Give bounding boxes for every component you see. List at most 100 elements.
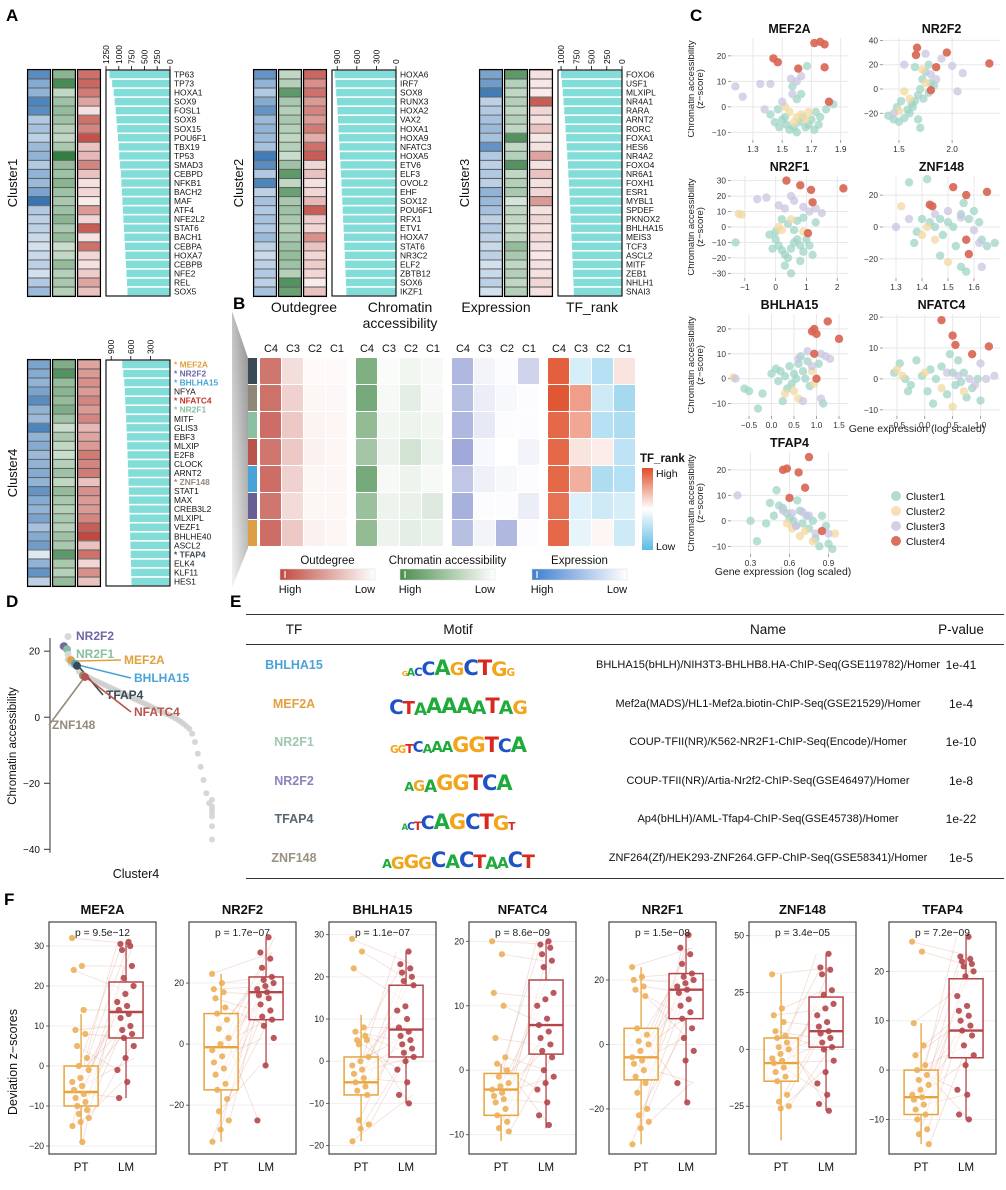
pt-point: [358, 948, 366, 955]
gradient-legend-bar: [399, 568, 496, 581]
heatmap-cell: [253, 178, 277, 188]
panel-c-label: C: [690, 6, 703, 25]
pt-point: [79, 1138, 86, 1146]
heatmap-cell: [77, 196, 101, 206]
scatter-point: [962, 190, 971, 200]
heatmap-cell: [77, 459, 101, 469]
scatter-point: [796, 181, 805, 190]
scatter-point: [760, 105, 769, 114]
lm-point: [967, 955, 974, 963]
heatmap-cell: [529, 241, 553, 251]
y-tick: 0: [873, 222, 878, 232]
heatmap-cell: [77, 423, 101, 433]
heatmap-cell: [27, 360, 51, 369]
scatter-point: [798, 367, 808, 376]
scatter-point: [918, 65, 927, 74]
bar-axis-tick: 300: [371, 50, 381, 64]
gene-label: FOXO6: [626, 70, 655, 80]
gene-label: ELK4: [174, 558, 195, 568]
motif-letter: A: [497, 854, 508, 872]
lm-point: [402, 1058, 409, 1065]
outdegree-bar: [342, 197, 396, 205]
x-tick: 1.4: [916, 282, 928, 292]
pt-point: [354, 1087, 361, 1094]
scatter-point: [923, 222, 932, 232]
scatter-point: [746, 516, 755, 526]
scatter-point: [910, 62, 920, 72]
scatter-point: [900, 113, 909, 123]
outdegree-bar: [568, 170, 622, 178]
heatmap-cell: [52, 486, 76, 496]
scatter-point: [798, 519, 807, 528]
heatmap-cell: [27, 88, 51, 98]
heatmap-cell: [52, 468, 76, 478]
pt-point: [645, 1041, 652, 1048]
pt-point: [492, 1034, 499, 1042]
lm-point: [267, 1007, 274, 1014]
heatmap-cell: [400, 466, 421, 492]
heatmap-cell: [592, 520, 613, 546]
pt-point: [489, 938, 496, 945]
heatmap-cell: [278, 97, 302, 107]
outdegree-bar: [338, 125, 396, 133]
heatmap-cell: [303, 79, 327, 89]
section-title: accessibility: [363, 315, 438, 331]
tf-name: MEF2A: [272, 696, 316, 711]
gene-label: ARNT2: [626, 115, 654, 125]
outdegree-bar: [126, 415, 170, 423]
heatmap-cell: [479, 214, 503, 224]
y-tick: −30: [712, 268, 726, 278]
heatmap-cell: [570, 385, 591, 411]
heatmap-cell: [27, 241, 51, 251]
heatmap-cell: [326, 412, 347, 438]
y-tick: 25: [734, 988, 744, 998]
lm-point: [128, 1030, 136, 1038]
heatmap-cell: [614, 466, 635, 492]
heatmap-cell: [496, 385, 517, 411]
bar-axis-tick: 0: [391, 59, 401, 64]
scatter-title: ZNF148: [919, 160, 964, 174]
scatter-point: [976, 396, 985, 405]
lm-point: [680, 973, 687, 980]
y-tick: 10: [34, 1021, 44, 1031]
p-value: 1e-8: [948, 773, 974, 788]
heatmap-cell: [304, 385, 325, 411]
pt-point: [210, 1059, 218, 1066]
column-label: C3: [286, 343, 300, 355]
outdegree-bar: [131, 577, 170, 586]
heatmap-cell: [504, 124, 528, 134]
y-tick: 30: [314, 930, 324, 940]
heatmap-cell: [479, 169, 503, 179]
pt-point: [209, 1138, 216, 1145]
heatmap-cell: [253, 268, 277, 278]
scatter-point: [919, 94, 928, 103]
scatter-point: [892, 365, 902, 374]
bar-axis-tick: 600: [126, 340, 136, 354]
pt-point: [502, 1105, 509, 1112]
pt-point: [218, 979, 226, 987]
scatter-point: [817, 511, 827, 520]
y-tick: 0: [599, 1039, 604, 1049]
section-title: Outdegree: [271, 299, 337, 315]
heatmap-cell: [614, 493, 635, 519]
scatter-point: [773, 105, 782, 114]
heatmap-cell: [303, 88, 327, 98]
lm-point: [550, 989, 557, 996]
gene-label: ETV6: [400, 160, 421, 170]
lm-point: [680, 1034, 688, 1042]
y-tick: 10: [869, 343, 879, 353]
lm-point: [825, 1028, 832, 1035]
outdegree-bar: [570, 215, 622, 223]
heatmap-cell: [303, 268, 327, 278]
heatmap-cell: [52, 513, 76, 523]
scatter-point: [794, 354, 803, 363]
column-label: C1: [330, 343, 344, 355]
pair-line: [76, 1045, 119, 1071]
outdegree-bar: [118, 134, 170, 142]
scatter-point: [937, 362, 946, 371]
lm-point: [957, 953, 964, 960]
heatmap-cell: [548, 412, 569, 438]
gene-label: CEBPB: [174, 259, 203, 269]
x-tick: 0.5: [788, 420, 800, 430]
